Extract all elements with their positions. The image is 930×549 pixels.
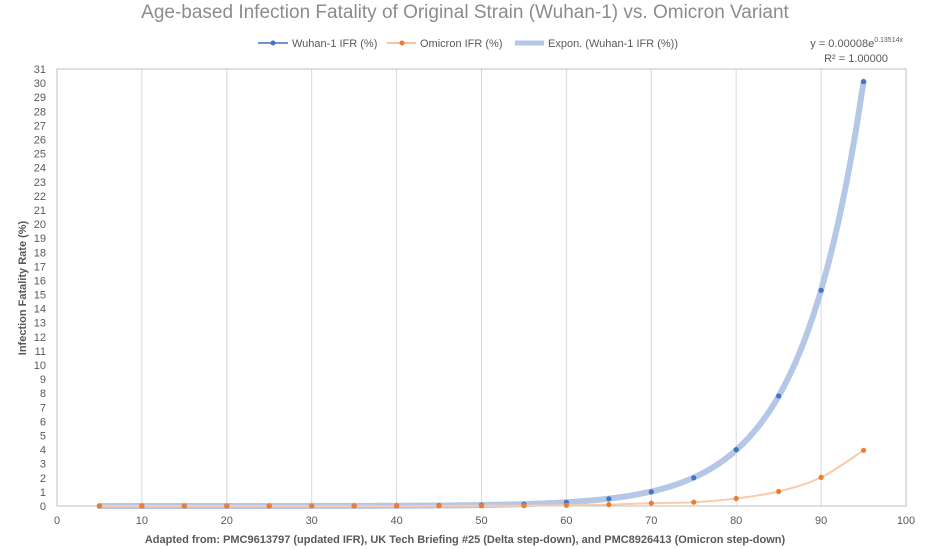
y-tick-label: 13 [34, 318, 46, 330]
y-tick-label: 3 [40, 459, 46, 471]
omicron-point [96, 503, 103, 509]
y-tick-label: 8 [40, 388, 46, 400]
y-tick-label: 21 [34, 205, 46, 217]
legend: Wuhan-1 IFR (%) Omicron IFR (%) Expon. (… [258, 38, 678, 50]
omicron-point [563, 502, 570, 508]
omicron-point [691, 499, 697, 505]
y-tick-label: 25 [34, 149, 46, 161]
omicron-point [648, 500, 654, 506]
trend-equation-text: y = 0.00008e0.13514x [810, 37, 903, 50]
y-tick-label: 7 [40, 402, 46, 414]
y-axis-title: Infection Fatality Rate (%) [17, 220, 29, 355]
omicron-point [309, 503, 315, 509]
y-tick-label: 31 [34, 64, 46, 76]
y-tick-label: 28 [34, 106, 46, 118]
y-tick-label: 15 [34, 290, 46, 302]
y-tick-label: 18 [34, 247, 46, 259]
legend-item-omicron: Omicron IFR (%) [387, 38, 503, 50]
y-tick-label: 29 [34, 92, 46, 104]
y-tick-label: 5 [40, 431, 46, 443]
omicron-point [818, 474, 824, 480]
omicron-point [351, 503, 357, 509]
y-tick-label: 12 [34, 332, 46, 344]
wuhan-point [648, 489, 654, 495]
y-tick-label: 17 [34, 261, 46, 273]
y-tick-label: 27 [34, 120, 46, 132]
omicron-point [139, 503, 145, 509]
legend-item-trend: Expon. (Wuhan-1 IFR (%)) [515, 38, 678, 50]
x-tick-label: 80 [730, 515, 742, 527]
omicron-point [606, 501, 612, 508]
wuhan-point [733, 447, 739, 453]
marker-layer [96, 79, 867, 509]
wuhan-point [818, 287, 824, 293]
legend-item-wuhan: Wuhan-1 IFR (%) [258, 38, 377, 50]
wuhan-point [691, 475, 697, 481]
omicron-point [776, 488, 782, 495]
x-axis-title: Adapted from: PMC9613797 (updated IFR), … [145, 534, 786, 546]
x-tick-label: 100 [897, 515, 915, 527]
omicron-point [266, 503, 272, 509]
omicron-point [860, 447, 867, 453]
chart-title: Age-based Infection Fatality of Original… [141, 2, 789, 23]
omicron-point [478, 503, 485, 509]
wuhan-point [776, 393, 782, 399]
y-tick-label: 16 [34, 275, 46, 287]
x-tick-label: 10 [136, 515, 148, 527]
y-tick-label: 30 [34, 78, 46, 90]
omicron-point [733, 495, 739, 502]
y-tick-label: 0 [40, 501, 46, 513]
y-tick-label: 20 [34, 219, 46, 231]
y-tick-label: 19 [34, 233, 46, 245]
omicron-point [224, 503, 230, 509]
y-tick-label: 4 [40, 445, 46, 457]
omicron-point [521, 503, 527, 509]
x-tick-label: 50 [475, 515, 487, 527]
x-tick-label: 0 [54, 515, 60, 527]
y-tick-label: 22 [34, 191, 46, 203]
y-tick-label: 14 [34, 304, 46, 316]
y-tick-label: 2 [40, 473, 46, 485]
x-tick-label: 40 [390, 515, 402, 527]
legend-marker-omicron [399, 40, 405, 46]
x-tick-label: 20 [221, 515, 233, 527]
y-tick-label: 23 [34, 177, 46, 189]
legend-label-omicron: Omicron IFR (%) [420, 38, 503, 50]
y-tick-label: 1 [40, 487, 46, 499]
y-tick-label: 9 [40, 374, 46, 386]
x-tick-label: 30 [306, 515, 318, 527]
y-tick-label: 10 [34, 360, 46, 372]
legend-marker-wuhan [270, 40, 276, 46]
trend-equation: y = 0.00008e0.13514x R² = 1.00000 [810, 37, 903, 65]
x-tick-label: 70 [645, 515, 657, 527]
trend-equation-prefix: y = 0.00008e [810, 38, 874, 50]
legend-label-wuhan: Wuhan-1 IFR (%) [292, 38, 377, 50]
trend-r-squared: R² = 1.00000 [824, 53, 888, 65]
tick-layer: 0 10 20 30 40 50 60 70 80 90 100012345678910111213… [34, 64, 915, 527]
omicron-point [436, 503, 442, 509]
trend-equation-exponent: 0.13514x [874, 37, 903, 44]
x-tick-label: 60 [560, 515, 572, 527]
x-tick-label: 90 [815, 515, 827, 527]
omicron-point [394, 503, 400, 509]
y-tick-label: 26 [34, 134, 46, 146]
legend-label-trend: Expon. (Wuhan-1 IFR (%)) [548, 38, 678, 50]
y-tick-label: 11 [35, 346, 46, 358]
y-tick-label: 6 [40, 416, 46, 428]
y-tick-label: 24 [34, 163, 46, 175]
wuhan-point [606, 496, 612, 502]
wuhan-point [860, 79, 867, 85]
omicron-point [181, 503, 187, 509]
